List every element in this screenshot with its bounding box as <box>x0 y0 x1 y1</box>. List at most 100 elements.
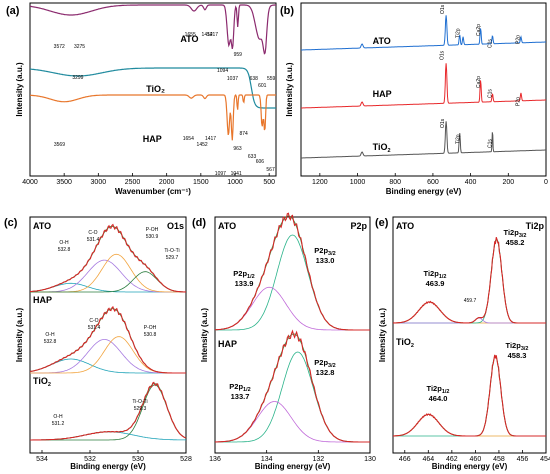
survey-peak-label: O1s <box>440 4 446 14</box>
fit-envelope <box>393 355 546 437</box>
x-tick-label: 458 <box>493 456 505 463</box>
series-name-hap: HAP <box>143 134 162 144</box>
plot-frame <box>300 2 547 177</box>
ato-ti12-value: 463.9 <box>426 279 445 288</box>
fit-envelope <box>393 238 546 324</box>
fit-component <box>393 238 546 324</box>
experimental-line <box>393 354 546 437</box>
survey-peak-label: Ti2p <box>455 28 461 38</box>
ato-ti12-label: Ti2p1/2 <box>424 269 447 280</box>
hap-peak-label: 633 <box>248 154 257 160</box>
x-tick-label: 1000 <box>350 179 366 186</box>
x-axis-label: Binding energy (eV) <box>255 462 331 471</box>
panel-label: (a) <box>6 5 20 17</box>
hap-ftir-line <box>30 94 276 141</box>
plot-frame <box>29 2 277 177</box>
ato-ti32-value: 458.2 <box>506 238 525 247</box>
tio2-ti12-value: 464.0 <box>429 394 448 403</box>
survey-peak-label: P2p <box>516 35 522 44</box>
panel-title: O1s <box>167 221 184 231</box>
x-axis-label: Binding energy (eV) <box>432 462 508 471</box>
plot-frame <box>392 216 547 454</box>
x-tick-label: 134 <box>261 456 273 463</box>
fit-envelope <box>30 225 186 293</box>
tio2-oh-value: 531.2 <box>52 421 65 427</box>
hap-p12-value: 133.7 <box>231 392 250 401</box>
x-tick-label: 132 <box>312 456 324 463</box>
x-tick-label: 600 <box>427 179 439 186</box>
ato-peak-label: 1655 <box>185 32 196 38</box>
fit-component <box>393 355 546 437</box>
panel-c: 534 532 530 528 (c) Binding energy (eV) Intens… <box>4 216 192 471</box>
panel-e: 466 464 462 460 458 456 454 (e) Binding energy (… <box>375 216 550 471</box>
x-axis-label: Binding energy (eV) <box>70 462 146 471</box>
ato-peak-label: 3572 <box>54 44 65 50</box>
x-axis-label: Binding energy (eV) <box>386 187 462 196</box>
ato-p12-label: P2p1/2 <box>233 269 254 280</box>
x-tick-label: 1200 <box>312 179 328 186</box>
hap-peak-label: 1654 <box>183 136 194 142</box>
tio2-oh-label: O-H <box>53 414 63 420</box>
plot-frame <box>214 216 371 454</box>
survey-line-2 <box>301 121 546 159</box>
hap-peak-label: 567 <box>266 167 275 173</box>
ato-peak-label: 601 <box>258 83 267 89</box>
fit-component <box>30 271 186 293</box>
survey-line-0 <box>301 15 546 51</box>
x-tick-label: 3500 <box>56 179 72 186</box>
survey-peak-label: C1s <box>487 89 493 98</box>
ato-p32-label: P2p3/2 <box>314 246 335 257</box>
x-tick-label: 466 <box>399 456 411 463</box>
hap-p32-value: 132.8 <box>316 368 335 377</box>
ato-ftir-line <box>30 4 276 55</box>
x-tick-label: 462 <box>446 456 458 463</box>
series-name-hap: HAP <box>373 89 392 99</box>
series-name-ato: ATO <box>373 36 391 46</box>
fit-component <box>30 431 187 441</box>
tio2-ti12-label: Ti2p1/2 <box>427 384 450 395</box>
ato-peak-label: 1417 <box>207 32 218 38</box>
tio2-ti32-value: 458.3 <box>508 351 527 360</box>
fit-component <box>29 358 186 374</box>
series-name-tio2: TiO2 <box>373 142 391 154</box>
panel-label: (b) <box>280 5 294 17</box>
fit-component <box>393 301 546 324</box>
series-name-ato: ATO <box>180 34 198 44</box>
x-tick-label: 130 <box>364 456 376 463</box>
hap-p32-label: P2p3/2 <box>314 358 335 369</box>
ato-peak-label: 1094 <box>217 68 228 74</box>
group-name-ato: ATO <box>396 221 414 231</box>
hap-oh-label: O-H <box>45 332 55 338</box>
ato-peak-label: 638 <box>250 76 259 82</box>
tio2-peak-label: 3299 <box>72 75 83 81</box>
survey-peak-label: O1s <box>440 118 446 128</box>
hap-co-value: 531.4 <box>88 325 101 331</box>
survey-peak-label: P2p <box>516 97 522 106</box>
panel-title: Ti2p <box>526 221 545 231</box>
x-tick-label: 532 <box>84 456 96 463</box>
survey-peak-label: C1s <box>487 139 493 148</box>
experimental-line <box>214 212 370 331</box>
panel-title: P2p <box>350 221 367 231</box>
experimental-line <box>30 381 187 441</box>
ato-peak-label: 3275 <box>74 44 85 50</box>
ato-ti32-label: Ti2p3/2 <box>504 228 527 239</box>
panel-d: 136 134 132 130 (d) Binding energy (eV) Intens… <box>192 212 376 471</box>
x-tick-label: 1500 <box>193 179 209 186</box>
tio2-tioti-value: 529.3 <box>134 406 147 412</box>
ato-peak-label: 559 <box>267 76 276 82</box>
x-tick-label: 460 <box>470 456 482 463</box>
hap-co-label: C-O <box>89 318 98 324</box>
tio2-tioti-label: Ti-O-Ti <box>132 399 147 405</box>
x-tick-label: 500 <box>263 179 275 186</box>
hap-peak-label: 3569 <box>54 142 65 148</box>
ato-co-label: C-O <box>88 230 97 236</box>
series-name-tio2: TiO₂ <box>146 84 165 94</box>
x-tick-label: 464 <box>422 456 434 463</box>
experimental-line <box>393 237 546 324</box>
ato-p32-value: 133.0 <box>316 256 335 265</box>
group-name-ato: ATO <box>33 221 51 231</box>
hap-poh-value: 530.8 <box>144 332 157 338</box>
x-tick-label: 3000 <box>91 179 107 186</box>
ato-p12-value: 133.9 <box>235 279 254 288</box>
